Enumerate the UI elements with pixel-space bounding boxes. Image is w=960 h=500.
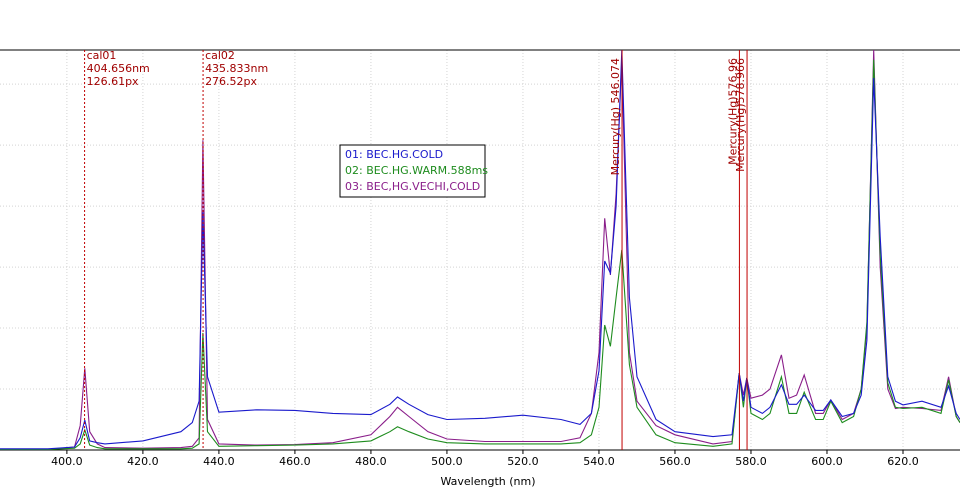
x-tick-label: 420.0 xyxy=(127,455,159,468)
calibration-label: 126.61px xyxy=(87,75,139,88)
legend-entry: 01: BEC.HG.COLD xyxy=(345,148,443,161)
calibration-label: 276.52px xyxy=(205,75,257,88)
x-tick-label: 620.0 xyxy=(887,455,919,468)
x-tick-label: 520.0 xyxy=(507,455,539,468)
x-axis-label: Wavelength (nm) xyxy=(440,475,535,488)
reference-label: Mercury(Hg) 546.074 xyxy=(609,58,622,175)
x-tick-label: 600.0 xyxy=(811,455,843,468)
x-tick-label: 480.0 xyxy=(355,455,387,468)
calibration-label: 404.656nm xyxy=(87,62,150,75)
calibration-label: cal02 xyxy=(205,49,235,62)
x-tick-label: 560.0 xyxy=(659,455,691,468)
legend-entry: 02: BEC.HG.WARM.588ms xyxy=(345,164,488,177)
legend-box xyxy=(339,144,486,198)
x-tick-label: 500.0 xyxy=(431,455,463,468)
reference-label: Mercury(Hg)578.966 xyxy=(734,58,747,172)
x-tick-label: 460.0 xyxy=(279,455,311,468)
legend: 01: BEC.HG.COLD 02: BEC.HG.WARM.588ms 03: … xyxy=(339,144,488,198)
x-tick-label: 540.0 xyxy=(583,455,615,468)
x-tick-label: 440.0 xyxy=(203,455,235,468)
x-tick-label: 400.0 xyxy=(51,455,83,468)
legend-entry: 03: BEC,HG.VECHI,COLD xyxy=(345,180,480,193)
x-tick-label: 580.0 xyxy=(735,455,767,468)
calibration-label: 435.833nm xyxy=(205,62,268,75)
calibration-label: cal01 xyxy=(87,49,117,62)
reference-label: Mercury(Hg)576.96 xyxy=(726,58,739,165)
